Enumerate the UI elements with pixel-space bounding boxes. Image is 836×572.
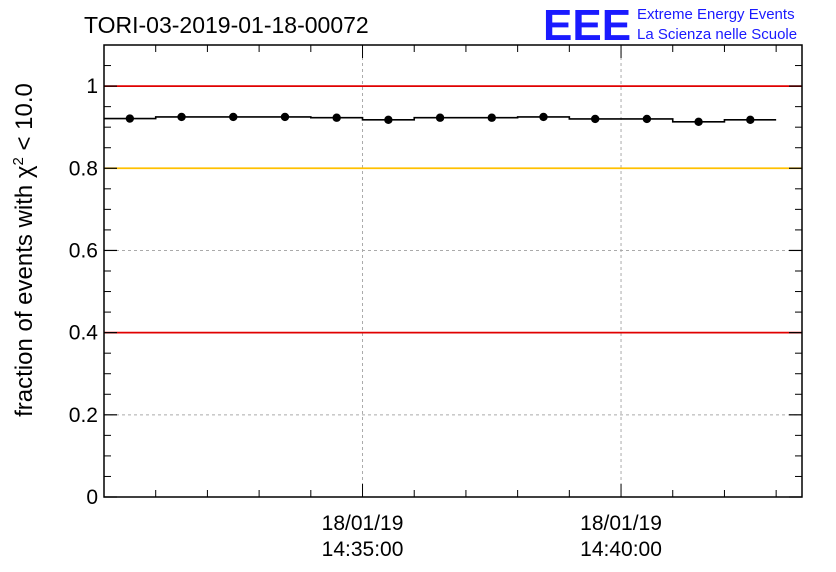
- y-tick-label-1: 0.2: [69, 404, 98, 427]
- y-tick-label-5: 1: [86, 75, 98, 98]
- x-tick-time-0: 14:35:00: [322, 538, 404, 561]
- y-tick-label-2: 0.4: [69, 322, 99, 345]
- x-tick-date-0: 18/01/19: [322, 512, 404, 535]
- x-tick-labels: 18/01/19 14:35:00 18/01/19 14:40:00: [322, 512, 662, 561]
- data-series: [104, 112, 777, 127]
- data-point-8: [539, 112, 548, 122]
- y-tick-label-0: 0: [86, 486, 98, 509]
- chart-title: TORI-03-2019-01-18-00072: [84, 12, 369, 38]
- plot-frame: [103, 44, 803, 498]
- data-point-5: [384, 115, 393, 124]
- y-tick-label-4: 0.8: [69, 157, 98, 180]
- logo-line2: La Scienza nelle Scuole: [637, 26, 797, 43]
- data-point-7: [487, 113, 496, 122]
- data-point-10: [642, 114, 652, 124]
- y-axis-label: fraction of events with χ2 < 10.0: [10, 83, 38, 417]
- data-point-2: [229, 112, 238, 122]
- logo-line1: Extreme Energy Events: [637, 6, 795, 23]
- data-point-11: [694, 117, 703, 127]
- data-point-0: [125, 114, 135, 123]
- y-axis-label-prefix: fraction of events with: [11, 178, 38, 417]
- y-axis-label-suffix: < 10.0: [11, 83, 38, 157]
- data-point-4: [332, 113, 341, 122]
- y-tick-labels: 0 0.2 0.4 0.6 0.8 1: [69, 75, 99, 509]
- data-point-9: [590, 114, 600, 124]
- eee-logo: EEE Extreme Energy Events La Scienza nel…: [543, 1, 797, 50]
- axis-ticks: [104, 45, 802, 498]
- x-tick-date-1: 18/01/19: [580, 512, 662, 535]
- y-axis-label-exponent: 2: [10, 157, 27, 165]
- logo-mark: EEE: [543, 1, 631, 50]
- x-tick-time-1: 14:40:00: [580, 538, 662, 561]
- data-point-6: [435, 113, 445, 122]
- grid-layer: [104, 45, 802, 497]
- y-tick-label-3: 0.6: [69, 239, 98, 262]
- reference-lines: [104, 85, 802, 334]
- data-point-3: [280, 112, 290, 122]
- data-point-12: [746, 115, 755, 124]
- y-axis-label-symbol: χ: [11, 165, 38, 178]
- data-point-1: [177, 112, 186, 122]
